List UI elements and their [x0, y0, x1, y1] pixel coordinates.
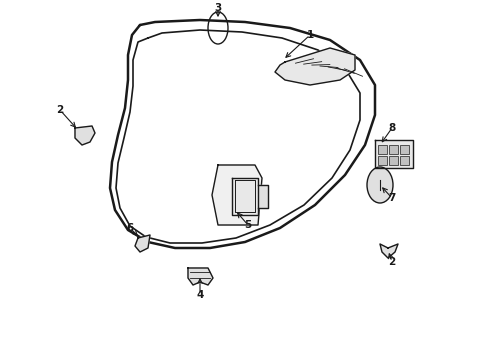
- Ellipse shape: [366, 167, 392, 203]
- Polygon shape: [231, 178, 258, 215]
- Polygon shape: [187, 268, 213, 285]
- Polygon shape: [75, 126, 95, 145]
- Polygon shape: [135, 235, 150, 252]
- Polygon shape: [258, 185, 267, 208]
- Text: 5: 5: [244, 220, 251, 230]
- Text: 3: 3: [214, 3, 221, 13]
- Text: 4: 4: [196, 290, 203, 300]
- Bar: [399, 156, 408, 165]
- Text: 7: 7: [387, 193, 395, 203]
- Text: 2: 2: [56, 105, 63, 115]
- Polygon shape: [274, 48, 354, 85]
- Text: 8: 8: [387, 123, 395, 133]
- Bar: [399, 145, 408, 154]
- Polygon shape: [212, 165, 262, 225]
- Polygon shape: [379, 244, 397, 258]
- Text: 2: 2: [387, 257, 395, 267]
- Bar: [388, 145, 397, 154]
- Text: 6: 6: [126, 223, 133, 233]
- Bar: [377, 156, 386, 165]
- Bar: [377, 145, 386, 154]
- Text: 1: 1: [306, 30, 313, 40]
- Polygon shape: [374, 140, 412, 168]
- Bar: [388, 156, 397, 165]
